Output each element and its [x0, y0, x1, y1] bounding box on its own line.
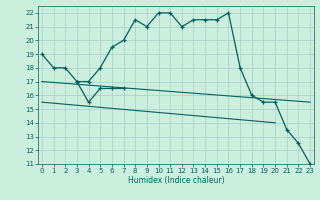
X-axis label: Humidex (Indice chaleur): Humidex (Indice chaleur) — [128, 176, 224, 185]
